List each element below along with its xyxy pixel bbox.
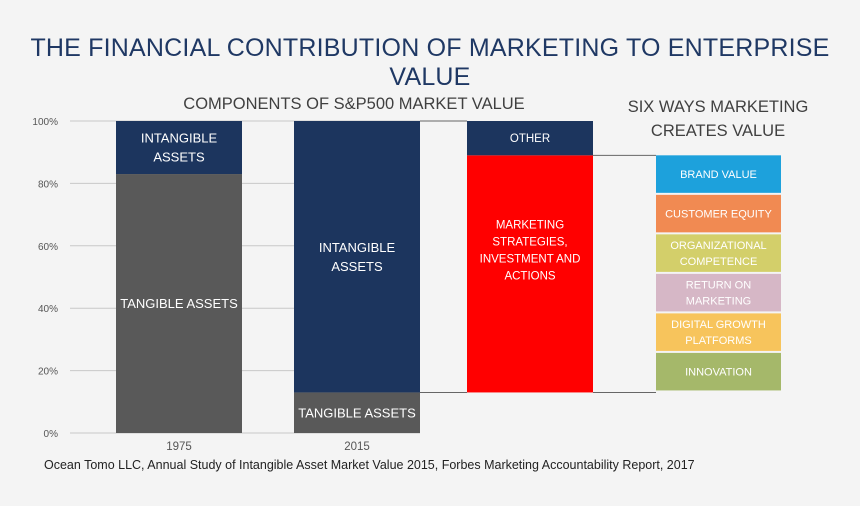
six-ways-block: [656, 313, 781, 351]
y-tick-label: 40%: [38, 304, 58, 315]
x-tick-label: 2015: [344, 441, 370, 453]
breakdown-label: MARKETING STRATEGIES, INVESTMENT AND ACTION…: [480, 219, 581, 282]
x-tick-label: 1975: [166, 441, 192, 453]
six-ways-block: [656, 194, 781, 233]
bar-segment: [294, 121, 420, 393]
six-ways-label: CUSTOMER EQUITY: [665, 208, 772, 220]
six-ways-label: ORGANIZATIONAL COMPETENCE: [670, 240, 766, 268]
breakdown-label: OTHER: [510, 133, 550, 145]
breakdown-segment: [467, 155, 593, 393]
six-ways-label: BRAND VALUE: [680, 169, 757, 181]
six-ways-label: INNOVATION: [685, 367, 752, 379]
breakdown-segment: [467, 121, 593, 156]
bar-segment: [116, 174, 242, 434]
six-ways-block: [656, 155, 781, 193]
six-ways-block: [656, 352, 781, 391]
y-tick-label: 60%: [38, 242, 58, 253]
bar-segment-label: INTANGIBLE ASSETS: [319, 240, 396, 274]
y-tick-label: 80%: [38, 179, 58, 190]
bar-segment: [294, 392, 420, 433]
page-title: THE FINANCIAL CONTRIBUTION OF MARKETING …: [30, 34, 830, 91]
chart-title: COMPONENTS OF S&P500 MARKET VALUE: [183, 95, 524, 113]
y-tick-label: 100%: [32, 117, 58, 128]
bar-segment-label: TANGIBLE ASSETS: [120, 296, 238, 311]
source-citation: Ocean Tomo LLC, Annual Study of Intangib…: [44, 458, 695, 472]
y-tick-label: 0%: [44, 429, 59, 440]
six-ways-block: [656, 234, 781, 272]
bar-segment-label: INTANGIBLE ASSETS: [141, 131, 218, 165]
six-ways-label: DIGITAL GROWTH PLATFORMS: [671, 319, 766, 347]
y-tick-label: 20%: [38, 367, 58, 378]
bar-segment-label: TANGIBLE ASSETS: [298, 405, 416, 420]
bar-segment: [116, 121, 242, 175]
six-ways-label: RETURN ON MARKETING: [686, 279, 751, 307]
six-ways-block: [656, 273, 781, 312]
chart-subtitle: SIX WAYS MARKETING CREATES VALUE: [628, 98, 809, 140]
